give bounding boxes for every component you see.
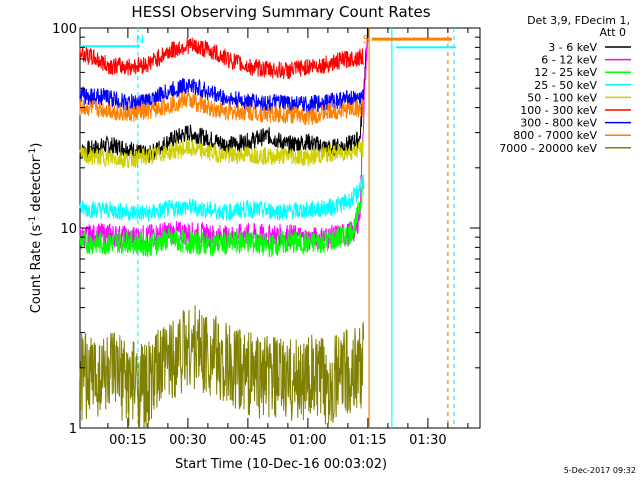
chart-title: HESSI Observing Summary Count Rates — [131, 3, 430, 21]
legend-label-4: 50 - 100 keV — [527, 91, 597, 104]
y-tick-label-0: 100 — [52, 22, 77, 37]
series-line-2 — [79, 174, 365, 258]
annotations: SN — [136, 33, 370, 46]
legend-label-5: 100 - 300 keV — [520, 104, 597, 117]
annotation-1: N — [136, 33, 144, 46]
x-axis-ticks: 00:15 00:30 00:45 01:00 01:15 01:30 — [107, 28, 469, 448]
legend-label-3: 25 - 50 keV — [534, 79, 597, 92]
series-line-4 — [79, 139, 365, 169]
series-line-0 — [79, 27, 368, 163]
series-line-6 — [79, 78, 365, 115]
y-axis-label: Count Rate (s-1 detector-1) — [28, 143, 44, 314]
x-tick-label-0: 00:15 — [109, 433, 146, 448]
plot-area: SN — [79, 27, 481, 429]
x-tick-label-1: 00:30 — [169, 433, 206, 448]
legend-label-1: 6 - 12 keV — [541, 54, 597, 67]
x-tick-label-4: 01:15 — [349, 433, 386, 448]
x-tick-label-2: 00:45 — [229, 433, 266, 448]
series-line-5 — [79, 37, 365, 80]
x-tick-label-3: 01:00 — [289, 433, 326, 448]
y-axis-ticks: 100 10 1 — [52, 22, 480, 437]
series-lines — [79, 27, 368, 429]
series-line-3 — [79, 174, 365, 222]
flag-lines — [79, 37, 456, 49]
x-tick-label-5: 01:30 — [409, 433, 446, 448]
legend-label-6: 300 - 800 keV — [520, 117, 597, 130]
x-axis-label: Start Time (10-Dec-16 00:03:02) — [175, 457, 387, 472]
legend-header-line-2: Att 0 — [600, 26, 626, 39]
vertical-marker-lines — [137, 28, 455, 428]
series-line-7 — [79, 92, 365, 126]
legend-label-0: 3 - 6 keV — [548, 41, 597, 54]
annotation-0: S — [363, 33, 370, 46]
timestamp: 5-Dec-2017 09:32 — [564, 466, 636, 475]
y-tick-label-1: 10 — [60, 222, 77, 237]
legend-label-7: 800 - 7000 keV — [513, 129, 597, 142]
legend-header-line-1: Det 3,9, FDecim 1, — [527, 14, 630, 27]
legend-label-8: 7000 - 20000 keV — [499, 142, 597, 155]
series-line-8 — [79, 305, 365, 429]
legend-label-2: 12 - 25 keV — [534, 66, 597, 79]
y-tick-label-2: 1 — [69, 422, 77, 437]
